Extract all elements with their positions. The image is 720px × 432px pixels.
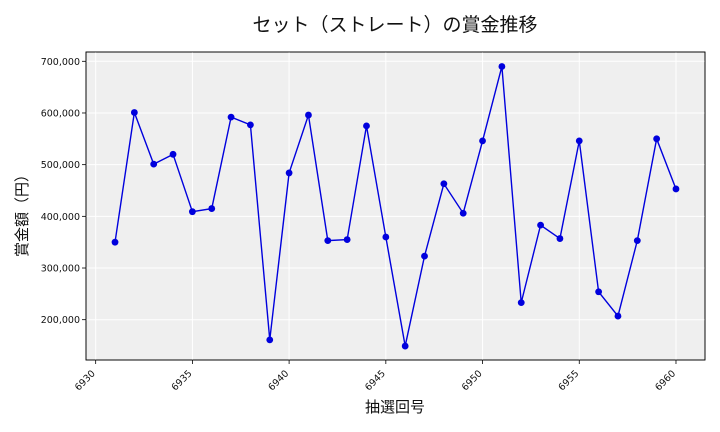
x-axis-label: 抽選回号 [365,398,425,416]
data-point [479,137,486,145]
x-tick-label: 6940 [266,368,291,393]
y-tick-label: 400,000 [41,212,80,223]
y-tick-label: 200,000 [41,315,80,326]
data-point [188,208,196,216]
plot-frame [85,51,706,361]
x-tick-label: 6945 [363,368,388,393]
data-point [556,235,564,242]
data-point [653,135,661,143]
plot-area [85,51,706,361]
data-point [421,252,428,260]
data-point [517,299,525,307]
y-tick-label: 700,000 [41,57,80,68]
y-tick-label: 500,000 [41,160,80,171]
data-point [111,238,119,246]
x-tick-label: 6930 [73,368,98,393]
data-point [575,137,583,145]
data-point [672,185,680,193]
data-point [595,288,603,296]
x-tick-label: 6960 [653,368,678,393]
grid [86,52,705,360]
x-tick-label: 6955 [557,368,582,393]
y-axis-label: 賞金額（円） [13,167,31,257]
chart-title: セット（ストレート）の賞金推移 [252,14,537,36]
data-point [537,221,544,229]
x-tick-label: 6935 [170,368,195,393]
data-point [363,122,370,130]
data-point [305,111,312,119]
data-point [459,209,467,217]
data-point [247,121,254,129]
data-point [401,342,409,350]
data-point [169,150,177,158]
data-point [324,237,332,245]
data-point [285,169,293,177]
data-point [440,180,448,188]
data-point [614,312,622,320]
y-tick-label: 600,000 [41,108,80,119]
x-axis: 6930 6935 6940 6945 6950 6955 6960 [73,360,678,393]
data-point [498,63,506,70]
data-point [266,336,274,344]
data-point [343,236,351,243]
y-tick-label: 300,000 [41,264,80,275]
data-point [208,205,216,212]
x-tick-label: 6950 [460,368,485,393]
y-axis: 200,000 300,000 400,000 500,000 600,000 700,0… [41,57,86,326]
series-layer [111,63,680,350]
data-point [130,109,138,116]
data-point [227,113,235,121]
data-point [382,233,390,241]
data-point [150,160,158,168]
data-point [633,237,641,245]
